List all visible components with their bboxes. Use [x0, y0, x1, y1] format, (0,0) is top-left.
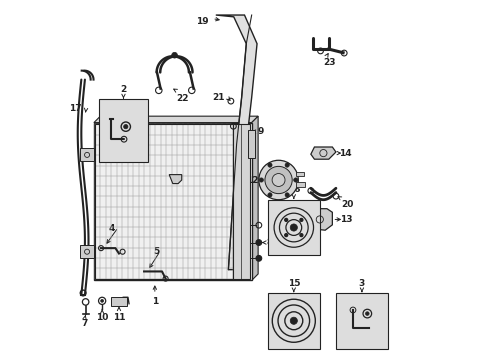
Circle shape	[123, 125, 128, 129]
Polygon shape	[308, 209, 332, 230]
Text: 23: 23	[323, 58, 335, 67]
Bar	[94, 125, 232, 279]
Text: 6: 6	[114, 145, 120, 154]
Circle shape	[255, 240, 261, 246]
Text: 11: 11	[113, 314, 125, 323]
Polygon shape	[169, 175, 182, 184]
Bar	[232, 125, 249, 279]
Bar	[99, 99, 147, 162]
Circle shape	[285, 163, 289, 167]
Text: 5: 5	[153, 247, 159, 256]
Text: 14: 14	[339, 149, 351, 158]
Text: 12: 12	[245, 176, 258, 185]
Circle shape	[290, 317, 297, 324]
Text: 13: 13	[339, 215, 351, 224]
Circle shape	[290, 224, 297, 231]
Circle shape	[365, 312, 368, 315]
Text: 18: 18	[170, 162, 182, 171]
Text: 2: 2	[120, 85, 126, 94]
Bar	[267, 200, 319, 255]
Polygon shape	[251, 116, 258, 280]
Circle shape	[293, 178, 297, 182]
Text: 3: 3	[358, 279, 365, 288]
Text: 8: 8	[265, 238, 272, 247]
Circle shape	[258, 160, 298, 200]
Text: 20: 20	[341, 200, 353, 209]
Polygon shape	[310, 147, 335, 159]
Bar	[94, 125, 232, 279]
Circle shape	[299, 234, 302, 237]
Text: 16: 16	[287, 185, 300, 194]
Bar	[335, 293, 387, 348]
Circle shape	[267, 163, 271, 167]
Text: 4: 4	[109, 224, 115, 233]
Polygon shape	[94, 116, 258, 123]
Circle shape	[284, 234, 287, 237]
Bar	[80, 148, 94, 161]
Text: 19: 19	[196, 17, 208, 26]
Bar	[247, 130, 254, 158]
Bar	[110, 297, 126, 306]
Circle shape	[299, 219, 302, 221]
Bar	[94, 123, 251, 280]
Polygon shape	[215, 15, 257, 270]
Text: 15: 15	[287, 279, 300, 288]
Text: 7: 7	[81, 319, 87, 328]
Circle shape	[255, 256, 261, 261]
Bar	[296, 182, 305, 187]
Bar	[267, 293, 319, 348]
Circle shape	[271, 174, 285, 186]
Text: 22: 22	[176, 94, 188, 103]
Text: 10: 10	[96, 314, 108, 323]
Text: 9: 9	[257, 127, 263, 136]
Text: 6: 6	[360, 335, 366, 344]
Circle shape	[171, 52, 177, 58]
Text: 1: 1	[151, 297, 158, 306]
Circle shape	[259, 178, 263, 182]
Text: 21: 21	[212, 93, 224, 102]
Text: 17: 17	[69, 104, 81, 113]
Circle shape	[101, 300, 103, 302]
Circle shape	[285, 193, 289, 197]
Bar	[296, 172, 303, 176]
Circle shape	[284, 219, 287, 221]
Circle shape	[264, 166, 292, 194]
Bar	[80, 245, 94, 258]
Circle shape	[267, 193, 271, 197]
